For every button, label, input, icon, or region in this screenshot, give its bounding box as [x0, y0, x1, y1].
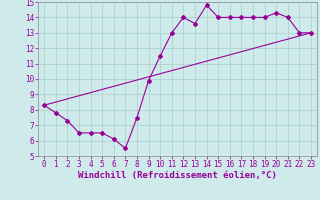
- X-axis label: Windchill (Refroidissement éolien,°C): Windchill (Refroidissement éolien,°C): [78, 171, 277, 180]
